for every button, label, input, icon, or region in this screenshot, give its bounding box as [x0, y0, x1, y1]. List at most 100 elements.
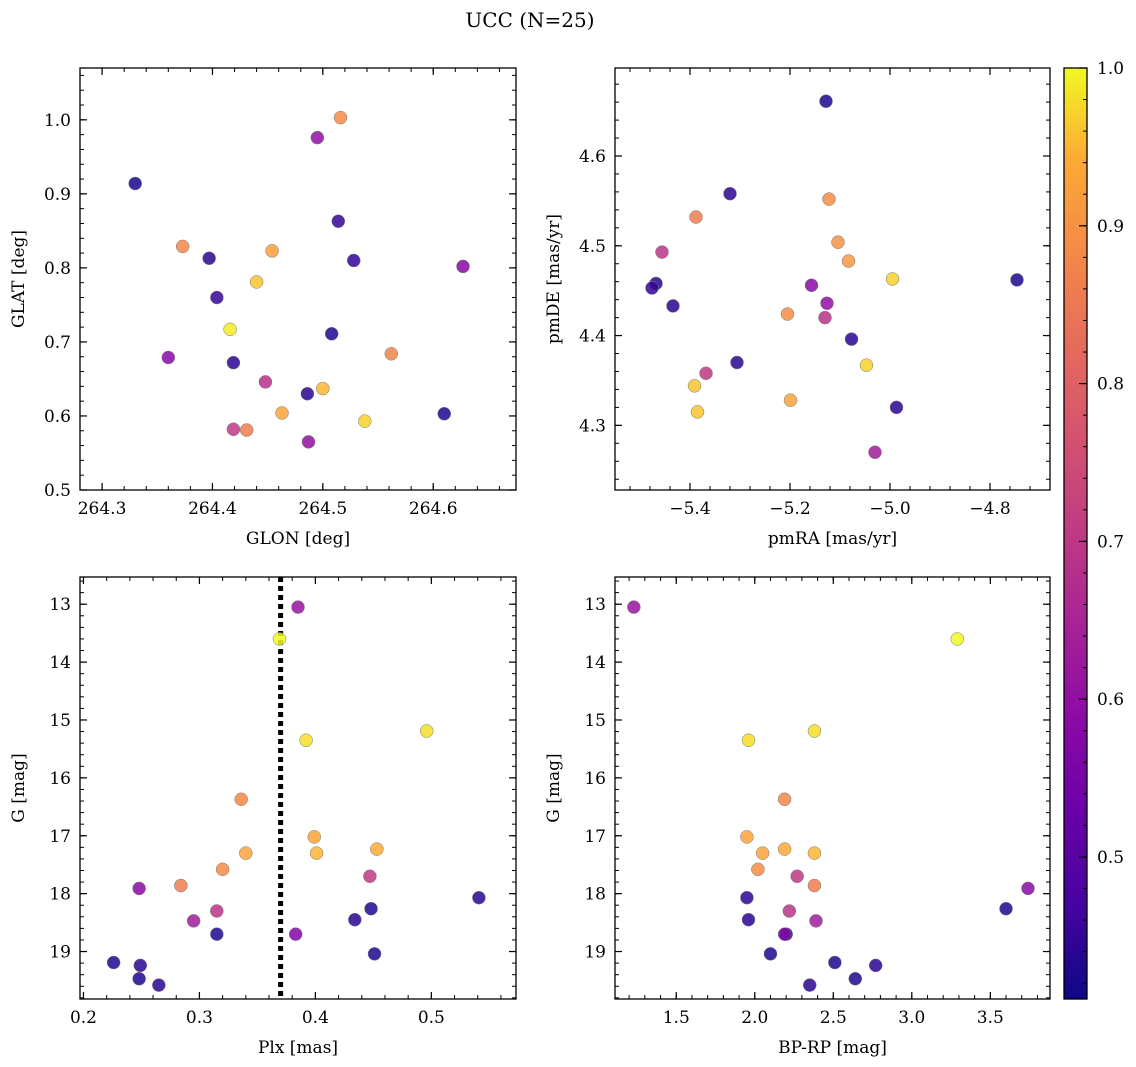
scatter-point [316, 381, 330, 396]
colorbar-tick-label: 1.0 [1097, 59, 1124, 79]
scatter-point [741, 733, 756, 747]
x-tick-label: −5.4 [669, 499, 710, 519]
x-tick-label: −5.2 [769, 499, 810, 519]
scatter-point [363, 869, 377, 884]
scatter-point [215, 862, 230, 877]
scatter-point [782, 904, 797, 918]
scatter-point [310, 130, 325, 145]
subplot-1: 264.3 264.4 264.5 264.6 0.5 0.6 0.7 0.8 0.9 1.0 GL… [9, 67, 517, 549]
subplot-grid: 264.3 264.4 264.5 264.6 0.5 0.6 0.7 0.8 0.9 1.0 GL… [9, 67, 1051, 1058]
scatter-point [364, 901, 378, 916]
scatter-point [859, 358, 874, 372]
x-tick-label: 0.4 [302, 1008, 329, 1028]
y-tick-label: 13 [49, 595, 71, 615]
x-axis-label: GLON [deg] [246, 529, 350, 549]
scatter-point [456, 259, 470, 274]
y-tick-label: 4.6 [579, 147, 606, 167]
x-tick-label: 264.4 [188, 499, 237, 519]
scatter-point [106, 955, 121, 970]
scatter-point [358, 414, 372, 428]
scatter-series [645, 94, 1024, 460]
x-tick-label: 3.0 [898, 1008, 925, 1028]
colorbar-tick-label: 0.9 [1097, 217, 1124, 237]
scatter-point [472, 890, 486, 905]
scatter-point [783, 393, 798, 407]
x-tick-label: 0.2 [70, 1008, 97, 1028]
axes-frame [79, 67, 517, 491]
y-axis-label: pmDE [mas/yr] [544, 214, 564, 344]
scatter-point [807, 724, 822, 738]
y-tick-label: 0.6 [44, 407, 71, 427]
y-tick-label: 15 [584, 711, 606, 731]
scatter-point [690, 405, 705, 419]
scatter-point [730, 355, 744, 370]
scatter-point [239, 846, 253, 860]
scatter-point [202, 251, 216, 266]
y-tick-label: 1.0 [44, 111, 71, 131]
scatter-point [275, 406, 289, 420]
y-tick-label: 16 [49, 769, 71, 789]
scatter-point [272, 632, 287, 646]
axes-frame [79, 576, 517, 1000]
scatter-point [831, 235, 845, 249]
y-tick-label: 14 [584, 653, 606, 673]
scatter-point [822, 192, 836, 206]
scatter-point [348, 912, 362, 927]
scatter-point [740, 890, 754, 905]
scatter-point [807, 878, 822, 893]
scatter-point [223, 322, 237, 337]
scatter-series [106, 600, 486, 992]
scatter-point [841, 254, 856, 268]
y-tick-label: 19 [49, 943, 71, 963]
scatter-point [234, 792, 248, 807]
colorbar-tick-label: 0.5 [1097, 848, 1124, 868]
x-tick-label: −4.8 [969, 499, 1010, 519]
scatter-point [868, 445, 882, 460]
scatter-point [777, 842, 792, 856]
scatter-point [790, 869, 804, 884]
scatter-point [689, 210, 703, 224]
scatter-point [820, 296, 834, 310]
y-tick-label: 17 [584, 827, 606, 847]
y-tick-label: 0.7 [44, 333, 71, 353]
scatter-point [346, 253, 361, 268]
scatter-point [288, 927, 303, 941]
x-axis-label: Plx [mas] [258, 1038, 338, 1058]
colorbar: 0.5 0.6 0.7 0.8 0.9 1.0 [1063, 59, 1124, 1000]
y-tick-label: 4.3 [579, 416, 606, 436]
scatter-point [309, 846, 324, 860]
scatter-point [828, 955, 842, 970]
scatter-point [226, 355, 241, 370]
scatter-point [777, 792, 792, 807]
x-tick-label: 2.0 [741, 1008, 768, 1028]
scatter-point [128, 176, 142, 191]
colorbar-tick-label: 0.8 [1097, 375, 1124, 395]
scatter-point [777, 927, 792, 941]
scatter-point [300, 387, 315, 401]
y-tick-label: 14 [49, 653, 71, 673]
scatter-point [1010, 273, 1024, 287]
x-axis-label: BP-RP [mag] [778, 1038, 887, 1058]
scatter-point [301, 435, 316, 449]
scatter-point [1021, 881, 1035, 896]
scatter-point [802, 978, 817, 992]
x-tick-label: 2.5 [820, 1008, 847, 1028]
y-tick-label: 0.9 [44, 185, 71, 205]
x-tick-label: 0.5 [418, 1008, 445, 1028]
scatter-point [885, 272, 900, 286]
scatter-point [324, 327, 339, 341]
x-tick-label: 0.3 [186, 1008, 213, 1028]
scatter-point [239, 423, 254, 437]
scatter-point [809, 914, 823, 928]
scatter-series [627, 600, 1035, 992]
y-tick-label: 18 [584, 885, 606, 905]
x-tick-label: 264.5 [298, 499, 347, 519]
scatter-point [687, 379, 702, 393]
scatter-point [152, 978, 166, 992]
scatter-point [437, 406, 452, 421]
axes-frame [614, 576, 1051, 1000]
x-axis-label: pmRA [mas/yr] [768, 529, 897, 549]
scatter-point [780, 307, 795, 321]
x-tick-label: 264.3 [78, 499, 127, 519]
